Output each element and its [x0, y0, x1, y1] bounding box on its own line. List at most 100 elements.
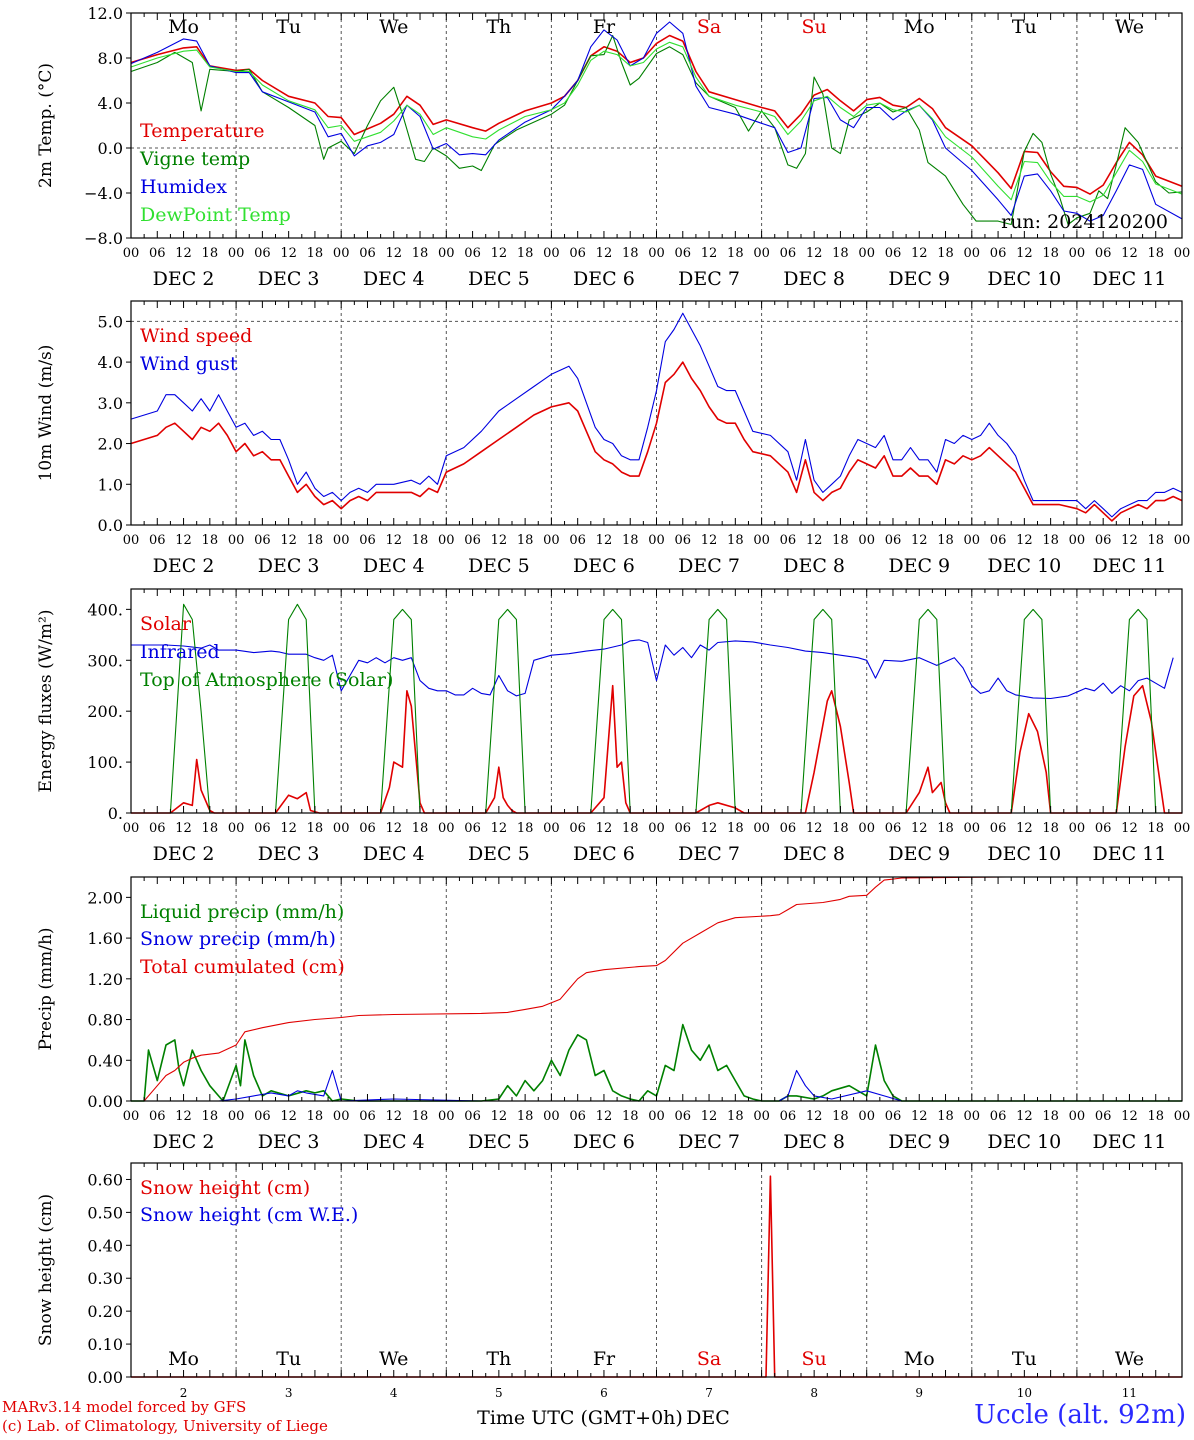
hour-tick-label: 06 [1095, 533, 1112, 548]
legend-entry: Vigne temp [139, 148, 250, 170]
hour-tick-label: 06 [675, 533, 692, 548]
hour-tick-label: 18 [727, 821, 744, 836]
hour-tick-label: 12 [385, 1109, 402, 1124]
hour-tick-label: 12 [385, 533, 402, 548]
y-tick-label: 1.60 [87, 929, 123, 948]
hour-tick-label: 12 [596, 821, 613, 836]
hour-tick-label: 18 [727, 246, 744, 261]
weekday-label: Tu [1012, 1348, 1037, 1370]
hour-tick-label: 18 [1147, 246, 1164, 261]
hour-tick-label: 18 [1042, 1109, 1059, 1124]
date-label: DEC 8 [783, 1131, 845, 1153]
weekday-label: Fr [593, 1348, 616, 1370]
hour-tick-label: 00 [228, 246, 245, 261]
day-number-label: 11 [1122, 1386, 1137, 1400]
hour-tick-label: 12 [491, 246, 508, 261]
y-tick-label: 8.0 [98, 49, 123, 68]
y-tick-label: 0.80 [87, 1011, 123, 1030]
date-label: DEC 5 [468, 1131, 530, 1153]
weekday-label: Tu [276, 1348, 301, 1370]
station-name: Uccle (alt. 92m) [974, 1400, 1186, 1430]
hour-tick-label: 18 [832, 821, 849, 836]
date-label: DEC 11 [1093, 1131, 1167, 1153]
date-label: DEC 9 [888, 268, 950, 290]
date-label: DEC 10 [987, 843, 1061, 865]
y-tick-label: 200. [87, 702, 123, 721]
y-tick-label: 0.40 [87, 1236, 123, 1255]
day-number-label: 4 [390, 1386, 398, 1400]
hour-tick-label: 06 [149, 821, 166, 836]
day-number-label: 2 [180, 1386, 188, 1400]
hour-tick-label: 18 [937, 533, 954, 548]
hour-tick-label: 00 [648, 533, 665, 548]
hour-tick-label: 18 [517, 246, 534, 261]
hour-tick-label: 12 [280, 1109, 297, 1124]
hour-tick-label: 12 [1121, 1109, 1138, 1124]
hour-tick-label: 00 [543, 821, 560, 836]
y-tick-label: 5.0 [98, 312, 123, 331]
hour-tick-label: 00 [753, 246, 770, 261]
date-label: DEC 6 [573, 268, 635, 290]
hour-tick-label: 12 [175, 246, 192, 261]
hour-tick-label: 06 [254, 533, 271, 548]
hour-tick-label: 06 [1095, 246, 1112, 261]
hour-tick-label: 06 [569, 821, 586, 836]
y-tick-label: 300. [87, 651, 123, 670]
hour-tick-label: 12 [1121, 533, 1138, 548]
hour-tick-label: 12 [806, 246, 823, 261]
hour-tick-label: 12 [385, 246, 402, 261]
hour-tick-label: 00 [438, 1109, 455, 1124]
hour-tick-label: 00 [964, 821, 981, 836]
weekday-label: Fr [593, 16, 616, 38]
legend-entry: DewPoint Temp [140, 204, 291, 226]
date-label: DEC 3 [258, 555, 320, 577]
legend-entry: Snow height (cm W.E.) [140, 1204, 358, 1226]
day-number-label: 3 [285, 1386, 293, 1400]
hour-tick-label: 12 [1121, 246, 1138, 261]
hour-tick-label: 06 [149, 533, 166, 548]
y-tick-label: −8.0 [84, 229, 123, 248]
plot-frame [130, 300, 1183, 526]
y-axis-label: Snow height (cm) [36, 1194, 56, 1346]
date-label: DEC 4 [363, 843, 425, 865]
day-number-label: 5 [495, 1386, 503, 1400]
series-line-1 [130, 361, 1183, 522]
hour-tick-label: 18 [307, 246, 324, 261]
hour-tick-label: 12 [280, 533, 297, 548]
hour-tick-label: 12 [1121, 821, 1138, 836]
weekday-label: Th [486, 16, 511, 38]
y-tick-label: 0.10 [87, 1335, 123, 1354]
date-label: DEC 8 [783, 843, 845, 865]
hour-tick-label: 18 [1042, 821, 1059, 836]
day-number-label: 7 [705, 1386, 713, 1400]
hour-tick-label: 18 [412, 1109, 429, 1124]
date-label: DEC 8 [783, 555, 845, 577]
y-tick-label: 2.00 [87, 888, 123, 907]
hour-tick-label: 18 [412, 821, 429, 836]
hour-tick-label: 00 [1174, 533, 1191, 548]
day-number-label: 8 [810, 1386, 818, 1400]
hour-tick-label: 00 [858, 1109, 875, 1124]
hour-tick-label: 18 [412, 246, 429, 261]
date-label: DEC 9 [888, 843, 950, 865]
hour-tick-label: 06 [464, 246, 481, 261]
y-axis-label: Energy fluxes (W/m²) [36, 610, 56, 793]
hour-tick-label: 06 [990, 246, 1007, 261]
hour-tick-label: 00 [648, 246, 665, 261]
panel-2: 5.0 4.0 3.0 2.0 1.0 0.0 10m Wind (m/s) Wind spe… [36, 300, 1191, 577]
hour-tick-label: 12 [806, 1109, 823, 1124]
weekday-label: Sa [697, 1348, 721, 1370]
weekday-label: We [1115, 16, 1144, 38]
hour-tick-label: 06 [464, 533, 481, 548]
footer-credit: MARv3.14 model forced by GFS (c) Lab. of… [2, 1398, 328, 1436]
y-tick-label: −4.0 [84, 184, 123, 203]
date-label: DEC 2 [153, 843, 215, 865]
hour-tick-label: 12 [596, 1109, 613, 1124]
hour-tick-label: 00 [858, 533, 875, 548]
hour-tick-label: 06 [990, 821, 1007, 836]
hour-tick-label: 06 [359, 246, 376, 261]
hour-tick-label: 18 [727, 533, 744, 548]
y-tick-label: 0.0 [98, 516, 123, 535]
y-tick-label: 0.40 [87, 1051, 123, 1070]
hour-tick-label: 00 [333, 246, 350, 261]
